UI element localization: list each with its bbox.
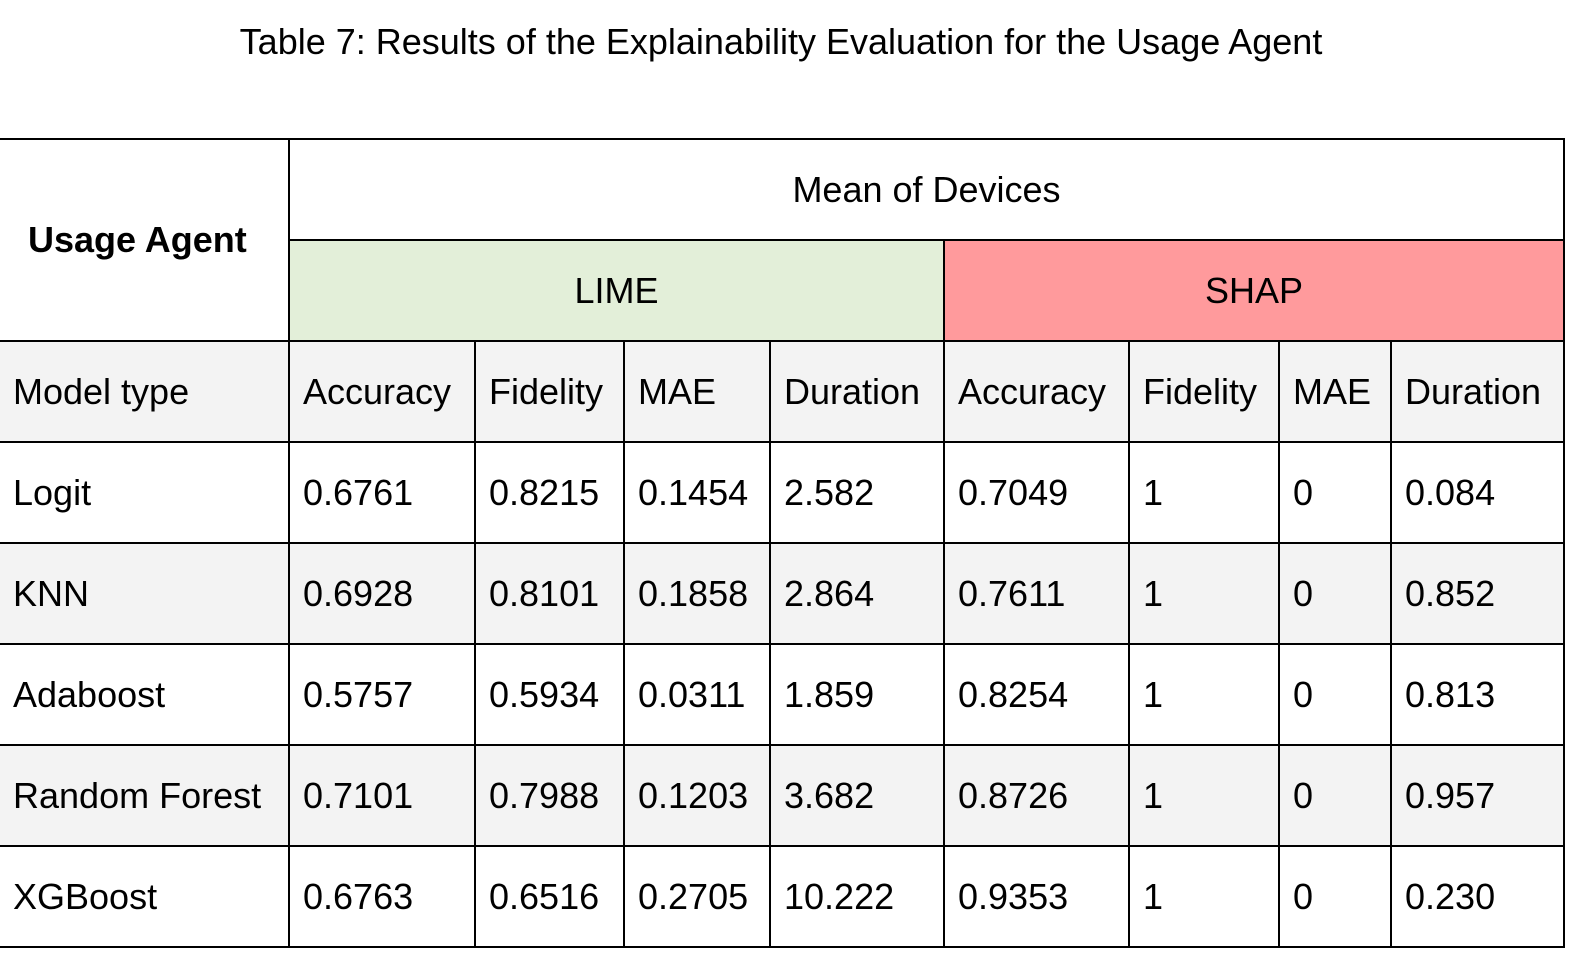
shap-header: SHAP [943,239,1565,342]
table-cell: 0.6516 [474,845,625,948]
table-cell: 0.8726 [943,744,1130,847]
table-cell: 0 [1278,845,1392,948]
table-cell: 0.8215 [474,441,625,544]
table-cell: 0.1203 [623,744,771,847]
table-cell: 0.6763 [288,845,476,948]
table-cell: 0.813 [1390,643,1565,746]
column-header: Fidelity [1128,340,1280,443]
column-header: MAE [1278,340,1392,443]
column-header: Duration [1390,340,1565,443]
results-table: Usage Agent Mean of Devices LIME SHAP Mo… [0,138,1565,948]
table-row: Random Forest 0.7101 0.7988 0.1203 3.682… [0,744,1565,847]
table-cell: 0.7611 [943,542,1130,645]
table-cell: 0.230 [1390,845,1565,948]
corner-header: Usage Agent [0,138,290,342]
table-cell: 0.084 [1390,441,1565,544]
table-cell: 0 [1278,744,1392,847]
table-cell: 1 [1128,744,1280,847]
table-cell: 0.5757 [288,643,476,746]
model-name: XGBoost [0,845,290,948]
table-row: Adaboost 0.5757 0.5934 0.0311 1.859 0.82… [0,643,1565,746]
lime-header: LIME [289,239,945,342]
column-header: MAE [623,340,771,443]
table-cell: 0 [1278,542,1392,645]
table-cell: 0 [1278,643,1392,746]
table-cell: 1 [1128,845,1280,948]
table-cell: 0.9353 [943,845,1130,948]
model-name: Random Forest [0,744,290,847]
table-cell: 0.7049 [943,441,1130,544]
table-cell: 0.8101 [474,542,625,645]
table-cell: 0.6761 [288,441,476,544]
table-cell: 10.222 [769,845,945,948]
column-header: Accuracy [288,340,476,443]
table-row: Logit 0.6761 0.8215 0.1454 2.582 0.7049 … [0,441,1565,544]
table-cell: 0 [1278,441,1392,544]
model-name: Logit [0,441,290,544]
table-cell: 1.859 [769,643,945,746]
header-row-methods: LIME SHAP [0,239,1565,342]
table-cell: 3.682 [769,744,945,847]
table-cell: 0.852 [1390,542,1565,645]
table-cell: 0.7101 [288,744,476,847]
table-cell: 0.957 [1390,744,1565,847]
row-label-header: Model type [0,340,290,443]
table-cell: 0.1454 [623,441,771,544]
table-cell: 2.864 [769,542,945,645]
table-cell: 0.8254 [943,643,1130,746]
table-caption: Table 7: Results of the Explainability E… [239,21,1323,62]
table-cell: 0.1858 [623,542,771,645]
table-cell: 0.5934 [474,643,625,746]
table-row: KNN 0.6928 0.8101 0.1858 2.864 0.7611 1 … [0,542,1565,645]
header-row-group: Usage Agent Mean of Devices [0,138,1565,342]
table-cell: 0.6928 [288,542,476,645]
table-row: XGBoost 0.6763 0.6516 0.2705 10.222 0.93… [0,845,1565,948]
table-cell: 1 [1128,441,1280,544]
model-name: KNN [0,542,290,645]
table-cell: 0.2705 [623,845,771,948]
group-header: Mean of Devices [288,138,1565,241]
column-header: Fidelity [474,340,625,443]
table-cell: 2.582 [769,441,945,544]
table-cell: 1 [1128,643,1280,746]
column-header: Accuracy [943,340,1130,443]
column-header: Duration [769,340,945,443]
table-cell: 0.0311 [623,643,771,746]
table-cell: 1 [1128,542,1280,645]
header-row-columns: Model type Accuracy Fidelity MAE Duratio… [0,340,1565,443]
table-cell: 0.7988 [474,744,625,847]
model-name: Adaboost [0,643,290,746]
